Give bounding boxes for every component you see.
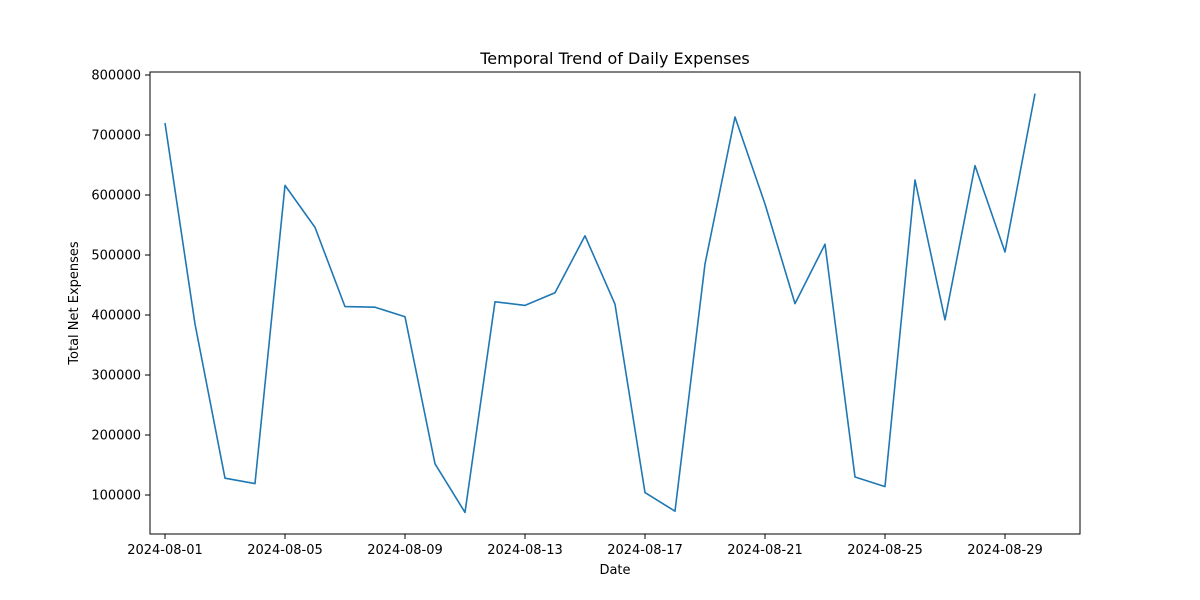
x-tick-label: 2024-08-21 [727,543,803,558]
y-tick-label: 600000 [91,189,141,204]
x-tick-label: 2024-08-29 [967,543,1043,558]
x-tick-label: 2024-08-09 [367,543,443,558]
y-tick-label: 400000 [91,309,141,324]
x-tick-label: 2024-08-25 [847,543,923,558]
series-line [164,93,1036,514]
x-tick-label: 2024-08-05 [247,543,323,558]
x-axis: 2024-08-01 2024-08-05 2024-08-09 2024-08-13… [127,534,1043,558]
y-tick-label: 500000 [91,249,141,264]
y-axis: 100000 200000 300000 400000 500000 600000 7000… [91,69,150,504]
x-tick-label: 2024-08-13 [487,543,563,558]
x-tick-label: 2024-08-01 [127,543,203,558]
y-axis-label: Total Net Expenses [67,241,82,366]
y-tick-label: 700000 [91,129,141,144]
chart-title: Temporal Trend of Daily Expenses [479,49,750,68]
plot-area [149,71,1081,535]
y-tick-label: 200000 [91,429,141,444]
y-tick-label: 800000 [91,69,141,84]
plot-frame [149,71,1081,535]
y-tick-label: 100000 [91,489,141,504]
x-axis-label: Date [599,563,630,578]
x-tick-label: 2024-08-17 [607,543,683,558]
y-tick-label: 300000 [91,369,141,384]
